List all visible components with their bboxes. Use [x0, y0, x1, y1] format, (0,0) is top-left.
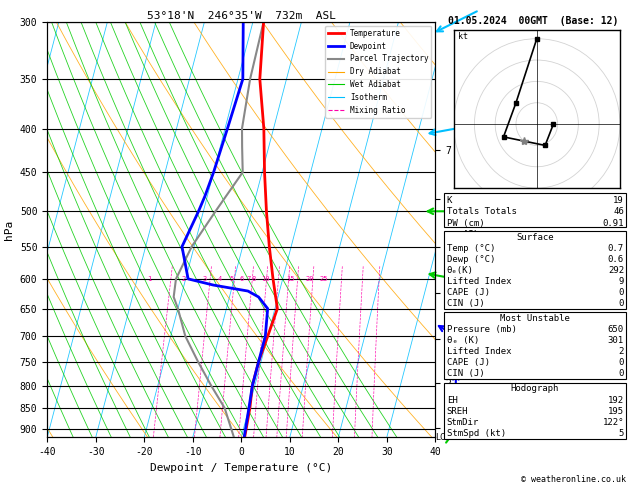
- X-axis label: Dewpoint / Temperature (°C): Dewpoint / Temperature (°C): [150, 463, 332, 473]
- Text: StmDir: StmDir: [447, 418, 479, 427]
- Text: © weatheronline.co.uk: © weatheronline.co.uk: [521, 474, 626, 484]
- Text: 192: 192: [608, 396, 624, 405]
- Text: 25: 25: [320, 276, 328, 282]
- Text: Dewp (°C): Dewp (°C): [447, 255, 495, 264]
- Text: 15: 15: [286, 276, 294, 282]
- Text: 46: 46: [613, 208, 624, 216]
- Text: 0.91: 0.91: [603, 219, 624, 228]
- Text: CAPE (J): CAPE (J): [447, 358, 490, 367]
- Text: 1: 1: [147, 276, 152, 282]
- Text: Lifted Index: Lifted Index: [447, 347, 511, 356]
- Legend: Temperature, Dewpoint, Parcel Trajectory, Dry Adiabat, Wet Adiabat, Isotherm, Mi: Temperature, Dewpoint, Parcel Trajectory…: [325, 26, 431, 118]
- Text: 20: 20: [305, 276, 314, 282]
- Text: 5: 5: [230, 276, 234, 282]
- Text: 19: 19: [613, 196, 624, 205]
- Text: CIN (J): CIN (J): [447, 299, 484, 308]
- Text: LCL: LCL: [435, 433, 450, 442]
- Text: 4: 4: [218, 276, 222, 282]
- Text: 292: 292: [608, 266, 624, 275]
- Text: EH: EH: [447, 396, 457, 405]
- Text: 10: 10: [262, 276, 270, 282]
- Text: Hodograph: Hodograph: [511, 384, 559, 393]
- Text: Temp (°C): Temp (°C): [447, 244, 495, 253]
- Text: 195: 195: [608, 407, 624, 416]
- Text: θₑ (K): θₑ (K): [447, 336, 479, 345]
- Text: 0: 0: [618, 369, 624, 378]
- Y-axis label: hPa: hPa: [4, 220, 14, 240]
- Text: Totals Totals: Totals Totals: [447, 208, 516, 216]
- Text: 0: 0: [618, 288, 624, 297]
- Text: SREH: SREH: [447, 407, 468, 416]
- Text: θₑ(K): θₑ(K): [447, 266, 474, 275]
- Text: K: K: [447, 196, 452, 205]
- Text: Surface: Surface: [516, 233, 554, 242]
- Text: Lifted Index: Lifted Index: [447, 277, 511, 286]
- Text: CIN (J): CIN (J): [447, 369, 484, 378]
- Text: 0.6: 0.6: [608, 255, 624, 264]
- Text: 3: 3: [203, 276, 207, 282]
- Text: 01.05.2024  00GMT  (Base: 12): 01.05.2024 00GMT (Base: 12): [448, 16, 619, 26]
- Text: 8: 8: [252, 276, 256, 282]
- Text: 0: 0: [618, 358, 624, 367]
- Text: 7: 7: [247, 276, 251, 282]
- Y-axis label: km
ASL: km ASL: [463, 219, 481, 241]
- Text: Most Unstable: Most Unstable: [500, 314, 570, 323]
- Title: 53°18'N  246°35'W  732m  ASL: 53°18'N 246°35'W 732m ASL: [147, 11, 336, 21]
- Text: 2: 2: [618, 347, 624, 356]
- Text: CAPE (J): CAPE (J): [447, 288, 490, 297]
- Text: 650: 650: [608, 325, 624, 334]
- Text: 2: 2: [181, 276, 186, 282]
- Text: PW (cm): PW (cm): [447, 219, 484, 228]
- Text: kt: kt: [458, 32, 468, 41]
- Text: 0.7: 0.7: [608, 244, 624, 253]
- Text: 6: 6: [240, 276, 243, 282]
- Text: StmSpd (kt): StmSpd (kt): [447, 429, 506, 438]
- Text: 9: 9: [618, 277, 624, 286]
- Text: 5: 5: [618, 429, 624, 438]
- Text: 0: 0: [618, 299, 624, 308]
- Text: 122°: 122°: [603, 418, 624, 427]
- Text: 301: 301: [608, 336, 624, 345]
- Text: Pressure (mb): Pressure (mb): [447, 325, 516, 334]
